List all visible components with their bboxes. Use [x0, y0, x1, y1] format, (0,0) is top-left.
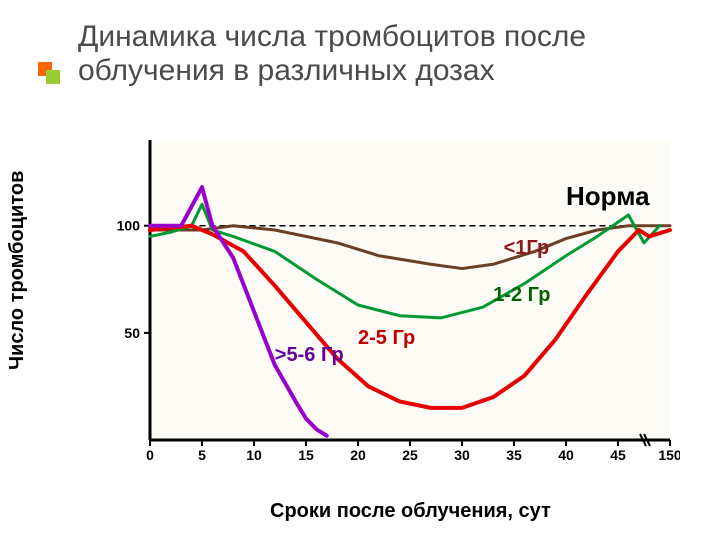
annotation-gt5_6: >5-6 Гр [275, 344, 344, 367]
svg-text:25: 25 [402, 447, 418, 463]
svg-text:40: 40 [558, 447, 574, 463]
annotation-2_5: 2-5 Гр [358, 327, 415, 350]
svg-text:35: 35 [506, 447, 522, 463]
svg-text:50: 50 [124, 325, 140, 341]
y-axis-label: Число тромбоцитов [6, 171, 29, 370]
annotation-1_2: 1-2 Гр [493, 284, 550, 307]
title-bullet [38, 62, 60, 84]
slide-title: Динамика числа тромбоцитов после облучен… [78, 20, 708, 88]
svg-text:0: 0 [146, 447, 154, 463]
svg-text:5: 5 [198, 447, 206, 463]
x-axis-label: Сроки после облучения, сут [270, 500, 551, 523]
annotation-lt1: <1Гр [504, 237, 550, 260]
svg-text:10: 10 [246, 447, 262, 463]
svg-text:30: 30 [454, 447, 470, 463]
svg-text:150: 150 [658, 447, 680, 463]
svg-text:100: 100 [117, 218, 141, 234]
bullet-square-2 [46, 70, 60, 84]
svg-text:20: 20 [350, 447, 366, 463]
annotation-norma: Норма [566, 181, 650, 212]
svg-text:15: 15 [298, 447, 314, 463]
svg-text:45: 45 [610, 447, 626, 463]
